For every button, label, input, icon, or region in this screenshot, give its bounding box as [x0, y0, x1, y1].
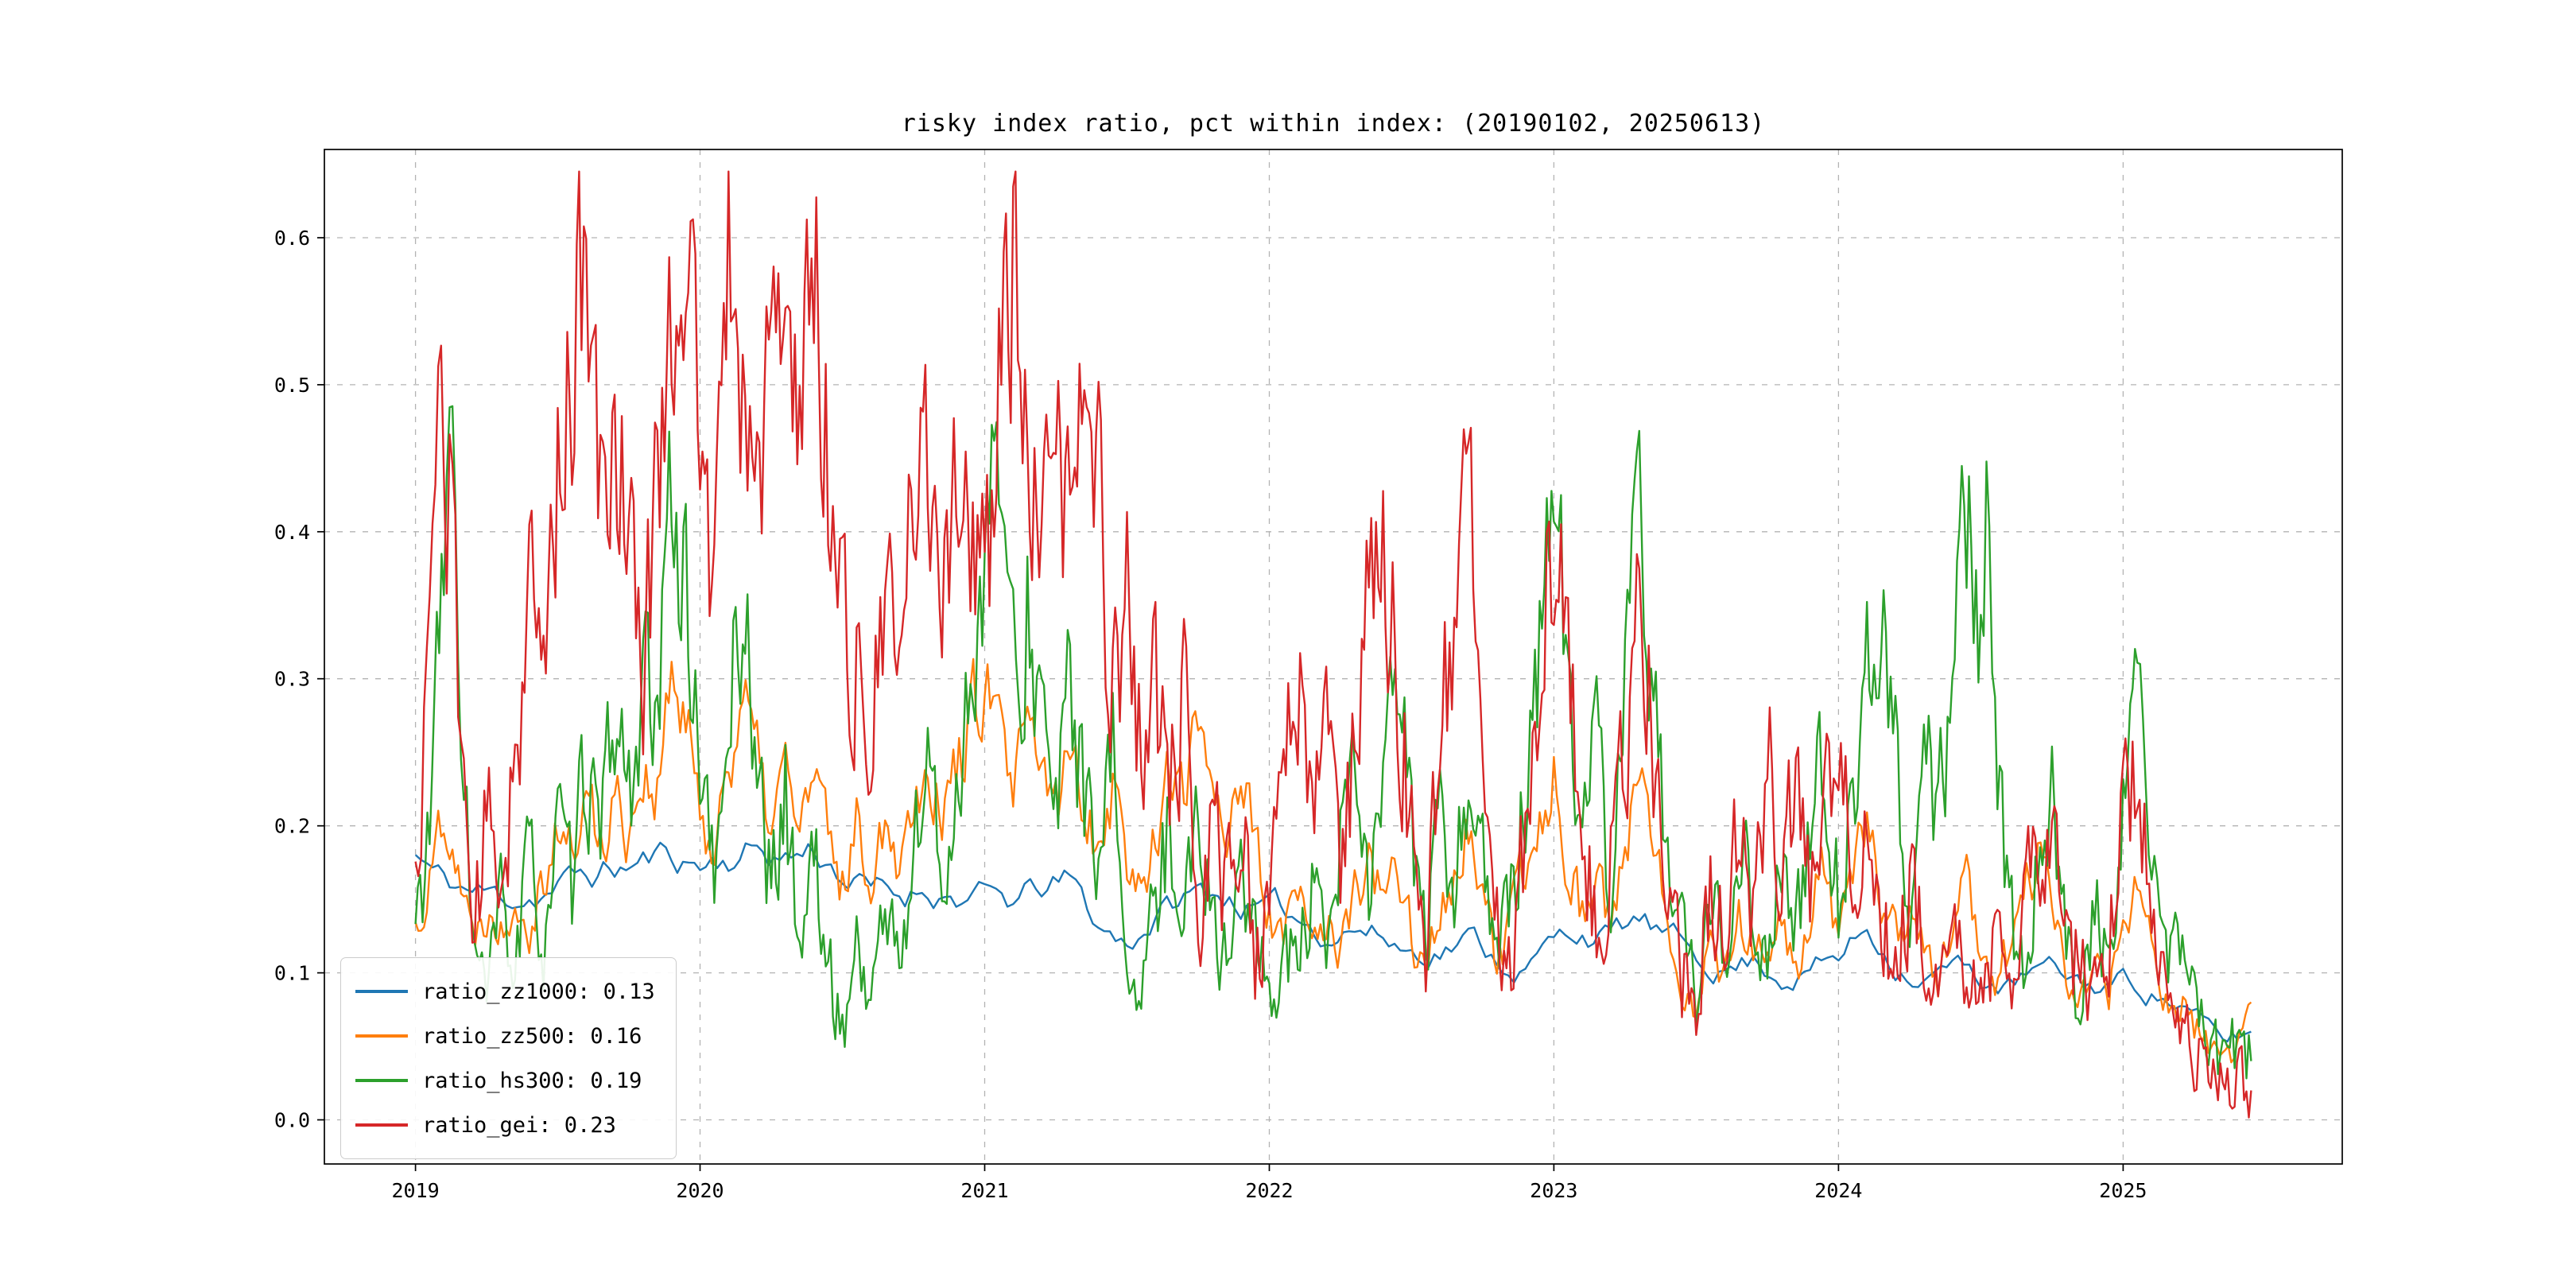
legend-label: ratio_gei: 0.23 [422, 1112, 616, 1138]
legend-line-sample [355, 1034, 408, 1038]
y-tick-label: 0.4 [274, 521, 310, 544]
plot-frame [324, 149, 2343, 1165]
legend-label: ratio_zz500: 0.16 [422, 1023, 642, 1049]
legend-item-ratio_zz500: ratio_zz500: 0.16 [355, 1014, 655, 1058]
series-line-ratio_hs300 [414, 405, 2252, 1080]
legend-item-ratio_gei: ratio_gei: 0.23 [355, 1103, 655, 1147]
series-line-ratio_gei [414, 170, 2252, 1119]
legend-item-ratio_hs300: ratio_hs300: 0.19 [355, 1058, 655, 1103]
y-tick-label: 0.6 [274, 227, 310, 250]
legend: ratio_zz1000: 0.13 ratio_zz500: 0.16 ratio… [340, 957, 677, 1159]
y-tick-label: 0.0 [274, 1109, 310, 1132]
y-tick-label: 0.5 [274, 374, 310, 397]
legend-line-sample [355, 1079, 408, 1082]
y-tick-label: 0.1 [274, 962, 310, 985]
y-tick-label: 0.3 [274, 668, 310, 691]
series-line-ratio_zz1000 [414, 841, 2252, 1043]
legend-line-sample [355, 1123, 408, 1127]
x-tick-label: 2019 [391, 1179, 439, 1202]
legend-label: ratio_zz1000: 0.13 [422, 979, 655, 1004]
x-tick-label: 2025 [2099, 1179, 2147, 1202]
x-tick-label: 2023 [1530, 1179, 1577, 1202]
x-tick-label: 2021 [960, 1179, 1008, 1202]
x-tick-label: 2020 [676, 1179, 724, 1202]
legend-item-ratio_zz1000: ratio_zz1000: 0.13 [355, 969, 655, 1014]
legend-label: ratio_hs300: 0.19 [422, 1068, 642, 1093]
chart-title: risky index ratio, pct within index: (20… [901, 110, 1766, 138]
x-tick-label: 2022 [1245, 1179, 1293, 1202]
y-tick-label: 0.2 [274, 815, 310, 838]
legend-line-sample [355, 990, 408, 993]
x-tick-label: 2024 [1814, 1179, 1862, 1202]
